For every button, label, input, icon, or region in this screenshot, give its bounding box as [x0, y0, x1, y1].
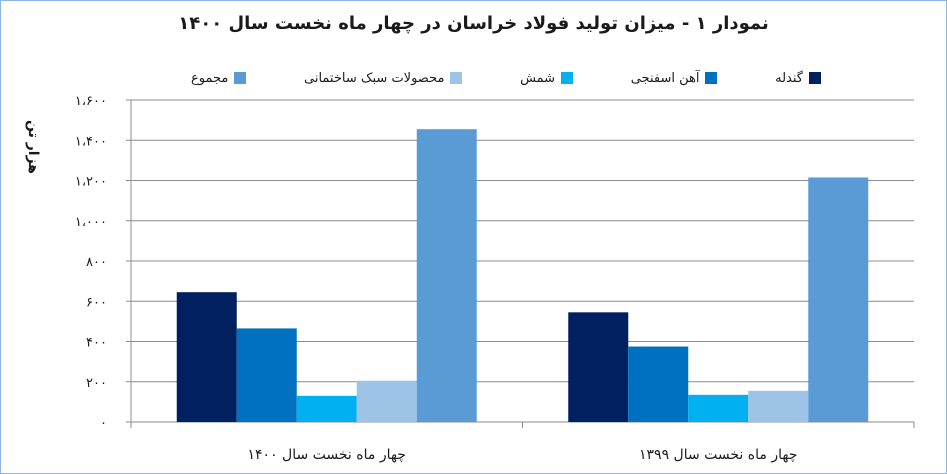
y-tick-label: ۱،۲۰۰	[75, 175, 107, 190]
y-tick-label: ۴۰۰	[86, 336, 107, 351]
category-label: چهار ماه نخست سال ۱۴۰۰	[248, 447, 406, 463]
legend-swatch	[808, 72, 821, 84]
legend-swatch	[234, 72, 247, 84]
bar	[688, 394, 749, 422]
category-labels: چهار ماه نخست سال ۱۴۰۰ چهار ماه نخست سال …	[248, 447, 798, 463]
legend-swatch	[705, 72, 718, 84]
legend-item: آهن اسفنجی	[631, 71, 718, 86]
bar	[748, 390, 809, 422]
category-label: چهار ماه نخست سال ۱۳۹۹	[639, 447, 797, 463]
legend-label: مجموع	[191, 70, 229, 86]
legend-label: محصولات سبک ساختمانی	[303, 70, 445, 86]
y-tick-label: ۲۰۰	[86, 376, 107, 391]
legend-item: شمش	[520, 70, 574, 86]
bar	[628, 346, 689, 422]
y-tick-label: ۰	[100, 416, 107, 431]
bar	[296, 395, 357, 422]
bar	[568, 312, 629, 422]
legend-label: شمش	[520, 70, 556, 86]
legend-item: گندله	[775, 71, 821, 86]
y-tick-label: ۶۰۰	[86, 295, 107, 310]
bar	[356, 380, 417, 422]
bar	[416, 129, 477, 422]
y-tick-labels: ۰ ۲۰۰ ۴۰۰ ۶۰۰ ۸۰۰ ۱،۰۰۰ ۱،۲۰۰ ۱،۴۰۰ ۱،۶۰۰	[75, 94, 107, 431]
legend-label: آهن اسفنجی	[630, 70, 700, 86]
legend-label: گندله	[775, 70, 803, 86]
legend-swatch	[561, 72, 574, 84]
legend-item: مجموع	[191, 70, 247, 86]
legend-swatch	[450, 72, 463, 84]
y-tick-label: ۱،۴۰۰	[75, 134, 107, 149]
bar	[176, 292, 237, 422]
y-tick-label: ۸۰۰	[86, 255, 107, 270]
chart-title: نمودار ۱ - میزان تولید فولاد خراسان در چ…	[178, 13, 769, 34]
legend: مجموع محصولات سبک ساختمانی شمش آهن اسفنجی گن…	[191, 68, 821, 88]
bars	[176, 129, 869, 422]
y-tick-label: ۱،۶۰۰	[75, 94, 107, 109]
bar	[808, 177, 869, 422]
legend-item: محصولات سبک ساختمانی	[303, 70, 463, 86]
bar	[236, 328, 297, 422]
y-axis-label: هزار تن	[25, 120, 41, 174]
y-tick-label: ۱،۰۰۰	[75, 215, 107, 230]
